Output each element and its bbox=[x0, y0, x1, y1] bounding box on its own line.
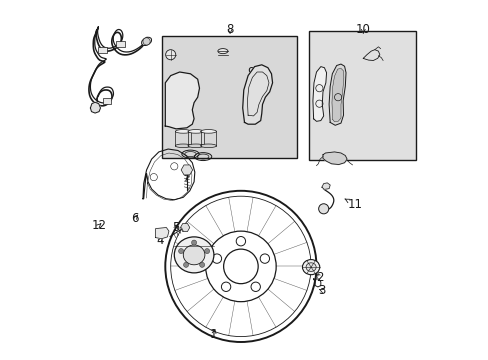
Polygon shape bbox=[181, 165, 192, 175]
Ellipse shape bbox=[175, 130, 191, 133]
Text: 10: 10 bbox=[355, 23, 370, 36]
Circle shape bbox=[191, 240, 196, 245]
Polygon shape bbox=[165, 72, 199, 129]
Polygon shape bbox=[90, 102, 101, 113]
Circle shape bbox=[199, 262, 204, 267]
Polygon shape bbox=[312, 67, 326, 121]
Polygon shape bbox=[331, 68, 343, 122]
Ellipse shape bbox=[175, 144, 191, 148]
Circle shape bbox=[142, 38, 150, 45]
Ellipse shape bbox=[187, 144, 203, 148]
Bar bbox=[102, 98, 111, 104]
Polygon shape bbox=[363, 50, 379, 60]
Text: 12: 12 bbox=[91, 219, 106, 232]
Ellipse shape bbox=[200, 144, 216, 148]
Ellipse shape bbox=[142, 37, 151, 45]
Ellipse shape bbox=[187, 130, 203, 133]
Bar bbox=[98, 47, 106, 53]
Polygon shape bbox=[180, 224, 189, 231]
Text: 7: 7 bbox=[183, 171, 190, 184]
Bar bbox=[162, 36, 296, 158]
Polygon shape bbox=[242, 65, 272, 124]
Circle shape bbox=[318, 204, 328, 214]
Circle shape bbox=[204, 248, 209, 253]
Circle shape bbox=[165, 50, 175, 60]
Text: 2: 2 bbox=[315, 271, 323, 284]
Polygon shape bbox=[321, 183, 329, 189]
Ellipse shape bbox=[183, 245, 204, 265]
Text: 1: 1 bbox=[210, 328, 217, 341]
Ellipse shape bbox=[305, 263, 316, 271]
Text: 4: 4 bbox=[156, 234, 163, 247]
Text: 3: 3 bbox=[318, 284, 325, 297]
Polygon shape bbox=[328, 64, 346, 125]
Text: 11: 11 bbox=[345, 198, 362, 211]
Ellipse shape bbox=[174, 237, 213, 273]
Ellipse shape bbox=[200, 130, 216, 133]
Bar bbox=[116, 41, 124, 47]
Polygon shape bbox=[322, 152, 346, 165]
Circle shape bbox=[178, 248, 183, 253]
Text: 5: 5 bbox=[172, 221, 180, 234]
Text: 9: 9 bbox=[247, 66, 258, 78]
Bar bbox=[309, 31, 415, 160]
Text: 8: 8 bbox=[226, 23, 233, 36]
Polygon shape bbox=[155, 228, 168, 239]
Text: 6: 6 bbox=[131, 212, 138, 225]
Ellipse shape bbox=[218, 49, 227, 54]
Ellipse shape bbox=[302, 260, 319, 275]
Circle shape bbox=[183, 262, 188, 267]
